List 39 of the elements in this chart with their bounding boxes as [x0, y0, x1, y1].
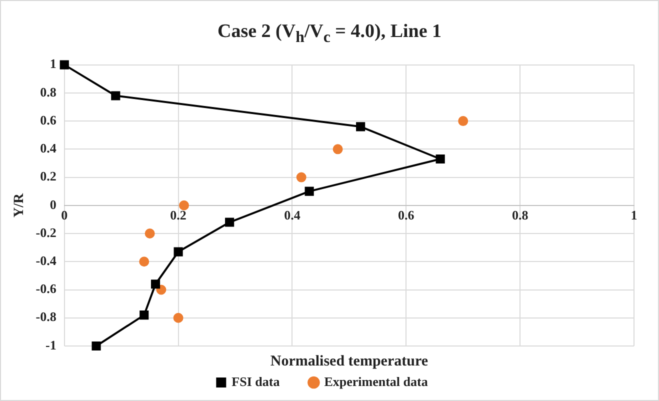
y-tick-label: 0: [50, 196, 56, 212]
x-tick-label: 0.8: [512, 208, 529, 223]
point: [150, 280, 160, 289]
y-tick-label: 0.8: [40, 84, 57, 100]
x-tick-label: 0.2: [170, 208, 186, 223]
y-tick-label: -0.4: [36, 253, 57, 268]
point: [179, 200, 189, 210]
point: [458, 116, 468, 126]
legend-label: Experimental data: [324, 374, 428, 389]
point: [111, 91, 120, 100]
point: [173, 312, 184, 323]
x-tick-label: 0.6: [398, 208, 415, 223]
point: [144, 228, 155, 239]
y-tick-label: 1: [50, 56, 56, 72]
y-axis-title: Y/R: [12, 192, 28, 218]
x-tick-label: 0: [61, 208, 68, 223]
y-tick-label: -0.8: [36, 309, 57, 324]
point: [92, 341, 101, 351]
point: [332, 144, 343, 154]
point: [174, 247, 183, 256]
point: [436, 154, 445, 164]
y-tick-label: -1: [46, 337, 56, 352]
point: [296, 172, 306, 182]
x-axis-title: Normalised temperature: [270, 353, 428, 370]
x-tick-label: 0.4: [284, 208, 301, 223]
point: [225, 218, 234, 227]
y-tick-label: -0.2: [36, 224, 56, 240]
point: [139, 256, 150, 267]
y-tick-label: -0.6: [36, 281, 57, 296]
point: [60, 60, 69, 70]
y-tick-label: 0.4: [40, 140, 57, 156]
point: [304, 186, 314, 196]
point: [356, 122, 366, 132]
y-tick-label: 0.2: [40, 168, 56, 184]
legend-label: FSI data: [232, 374, 280, 389]
x-tick-label: 1: [630, 208, 638, 223]
chart-title: Case 2 (V$_{h}$/V$_{c}$ = 4.0), Line 1: [216, 21, 443, 47]
point: [140, 310, 149, 320]
y-tick-label: 0.6: [40, 112, 57, 128]
